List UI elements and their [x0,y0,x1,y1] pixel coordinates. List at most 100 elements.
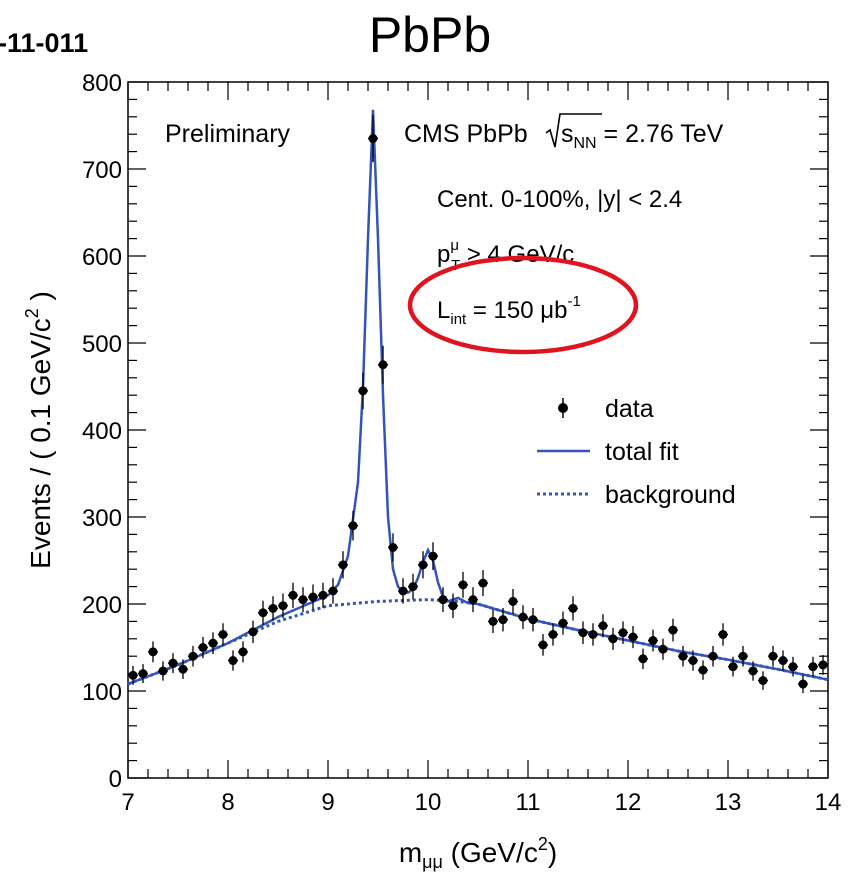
data-point-marker [448,601,458,611]
y-tick-label: 800 [82,70,122,97]
data-point [668,618,678,642]
data-point-marker [238,647,248,657]
data-point [148,641,158,663]
data-point-marker [158,666,168,676]
x-axis-label: mμμ (GeV/c2) [399,834,557,872]
data-point [138,664,148,684]
data-point-marker [328,586,338,596]
data-point [728,656,738,677]
y-tick-label: 200 [82,592,122,619]
data-point-marker [478,578,488,588]
legend-data-marker [558,403,568,413]
x-tick-label: 9 [321,789,334,816]
sqrt-s-sub: NN [574,135,597,152]
data-point-marker [258,608,268,618]
data-point-marker [738,651,748,661]
x-tick-label: 13 [715,789,742,816]
data-point-marker [218,629,228,639]
data-point [528,607,538,632]
data-point-marker [388,542,398,552]
data-point-marker [368,134,378,144]
data-point [508,588,518,614]
data-point-marker [208,638,218,648]
data-point-marker [378,360,388,370]
data-point-marker [768,651,778,661]
data-point-marker [558,618,568,628]
y-tick-label: 500 [82,331,122,358]
x-tick-label: 12 [615,789,642,816]
data-point [258,600,268,625]
x-axis-label-close: ) [548,837,557,868]
data-point-marker [628,632,638,642]
data-point-marker [578,628,588,638]
lumi-sup: -1 [567,293,580,310]
data-point-marker [278,601,288,611]
data-point [778,650,788,671]
data-point [388,533,398,562]
data-point-marker [508,596,518,606]
x-tick-labels: 7 8 9 10 11 12 13 14 [121,789,841,816]
data-point-marker [408,582,418,592]
data-point [228,650,238,671]
data-point [248,620,258,644]
centrality-label: Cent. 0-100%, |y| < 2.4 [437,186,682,213]
data-point-marker [488,616,498,626]
x-tick-label: 11 [516,789,541,816]
data-point [748,661,758,681]
data-point-marker [528,615,538,625]
legend-background-label: background [605,481,736,509]
data-point-marker [538,640,548,650]
data-point-marker [638,654,648,664]
data-point [458,571,468,598]
data-point [498,607,508,632]
data-point [238,641,248,663]
axis-ticks [127,81,829,779]
data-point [648,629,658,652]
data-point-marker [588,629,598,639]
data-point-marker [718,629,728,639]
legend-data-label: data [605,395,654,423]
data-point-marker [568,603,578,613]
data-point [808,656,818,677]
data-point-marker [248,627,258,637]
y-axis-label-sup: 2 [22,308,42,318]
data-point-marker [518,612,528,622]
data-point [278,593,288,618]
y-axis-label-close: ) [25,291,56,308]
data-point-marker [658,644,668,654]
y-axis-label-main: Events / ( 0.1 GeV/c [25,318,56,569]
data-point [398,578,408,604]
data-point [308,584,318,610]
data-point [618,621,628,644]
data-point [608,627,618,650]
y-tick-label: 300 [82,505,122,532]
y-tick-label: 100 [82,679,122,706]
data-point [168,653,178,674]
data-point [128,665,138,685]
data-point [698,660,708,680]
data-point [768,645,778,667]
y-tick-label: 600 [82,244,122,271]
data-point-marker [648,636,658,646]
data-point [598,614,608,638]
data-point-marker [138,669,148,679]
data-point [438,587,448,613]
data-point [208,632,218,654]
data-point-marker [708,651,718,661]
data-point [628,625,638,649]
data-point [718,623,728,646]
data-point [358,372,368,410]
data-point-marker [758,676,768,686]
data-point-marker [228,656,238,666]
data-point-marker [428,551,438,561]
data-point-marker [748,666,758,676]
data-point-marker [608,634,618,644]
y-tick-label: 400 [82,418,122,445]
data-point [418,551,428,579]
data-point-marker [268,603,278,613]
lumi-sub: int [450,311,467,328]
energy-label: sNN = 2.76 TeV [561,120,724,152]
data-point-marker [188,651,198,661]
data-point-marker [338,560,348,570]
y-axis-label: Events / ( 0.1 GeV/c2 ) [22,291,56,569]
